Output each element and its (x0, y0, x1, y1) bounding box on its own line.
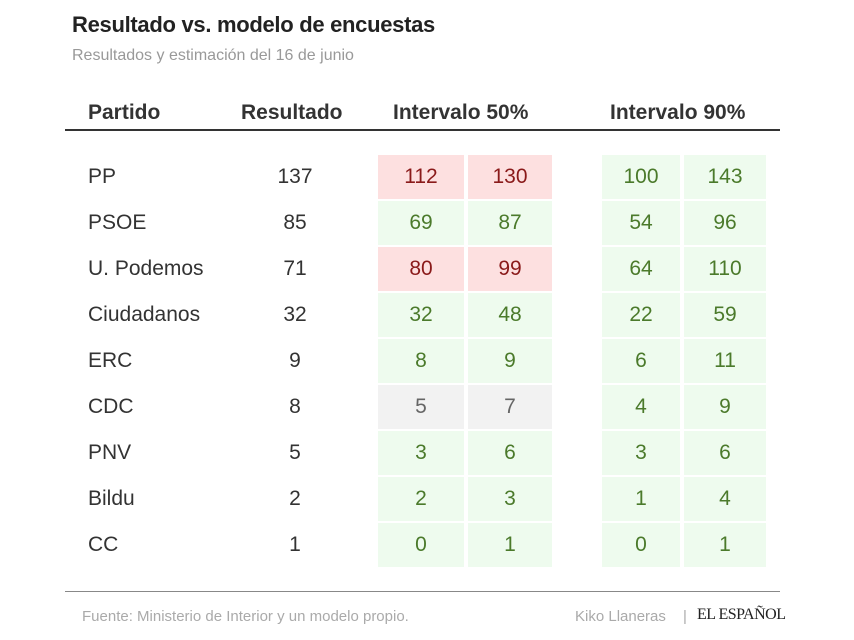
party-name: PNV (88, 441, 132, 464)
result-value: 5 (289, 441, 301, 464)
result-value: 71 (283, 257, 307, 280)
interval-50-high: 87 (468, 201, 552, 245)
footer-divider (65, 591, 780, 592)
interval-90-low: 0 (602, 523, 680, 567)
result-value: 2 (289, 487, 301, 510)
header-intervalo-50: Intervalo 50% (393, 101, 529, 124)
interval-50-low: 5 (378, 385, 464, 429)
interval-90-low: 4 (602, 385, 680, 429)
interval-50-low: 8 (378, 339, 464, 383)
party-name: U. Podemos (88, 257, 204, 280)
interval-50-low: 2 (378, 477, 464, 521)
interval-90-low: 64 (602, 247, 680, 291)
interval-50-low: 3 (378, 431, 464, 475)
party-name: PP (88, 165, 117, 188)
interval-50-low: 80 (378, 247, 464, 291)
chart-subtitle: Resultados y estimación del 16 de junio (72, 47, 354, 64)
interval-90-high: 96 (684, 201, 766, 245)
interval-90-low: 22 (602, 293, 680, 337)
interval-90-low: 1 (602, 477, 680, 521)
interval-90-high: 1 (684, 523, 766, 567)
party-name: ERC (88, 349, 133, 372)
interval-50-high: 9 (468, 339, 552, 383)
source-note: Fuente: Ministerio de Interior y un mode… (82, 608, 409, 625)
party-name: Ciudadanos (88, 303, 201, 326)
separator: | (683, 608, 687, 625)
interval-90-low: 100 (602, 155, 680, 199)
header-divider (65, 129, 780, 131)
interval-50-high: 1 (468, 523, 552, 567)
interval-50-high: 7 (468, 385, 552, 429)
el-espanol-logo: EL ESPAÑOL (697, 606, 786, 623)
header-partido: Partido (88, 101, 161, 124)
interval-50-high: 130 (468, 155, 552, 199)
party-name: CC (88, 533, 119, 556)
header-intervalo-90: Intervalo 90% (610, 101, 746, 124)
interval-50-low: 32 (378, 293, 464, 337)
interval-50-high: 3 (468, 477, 552, 521)
party-name: CDC (88, 395, 134, 418)
interval-50-low: 0 (378, 523, 464, 567)
interval-50-high: 99 (468, 247, 552, 291)
interval-90-low: 3 (602, 431, 680, 475)
interval-90-high: 11 (684, 339, 766, 383)
party-name: PSOE (88, 211, 147, 234)
interval-90-high: 143 (684, 155, 766, 199)
interval-50-high: 6 (468, 431, 552, 475)
author: Kiko Llaneras (575, 608, 666, 625)
result-value: 1 (289, 533, 301, 556)
result-value: 8 (289, 395, 301, 418)
interval-90-high: 4 (684, 477, 766, 521)
interval-90-low: 6 (602, 339, 680, 383)
interval-90-low: 54 (602, 201, 680, 245)
interval-90-high: 9 (684, 385, 766, 429)
interval-50-high: 48 (468, 293, 552, 337)
chart-title: Resultado vs. modelo de encuestas (72, 12, 435, 37)
interval-50-low: 69 (378, 201, 464, 245)
party-name: Bildu (88, 487, 135, 510)
interval-50-low: 112 (378, 155, 464, 199)
interval-90-high: 110 (684, 247, 766, 291)
result-value: 32 (283, 303, 307, 326)
result-value: 137 (277, 165, 313, 188)
result-value: 85 (283, 211, 307, 234)
header-resultado: Resultado (241, 101, 343, 124)
interval-90-high: 59 (684, 293, 766, 337)
interval-90-high: 6 (684, 431, 766, 475)
result-value: 9 (289, 349, 301, 372)
